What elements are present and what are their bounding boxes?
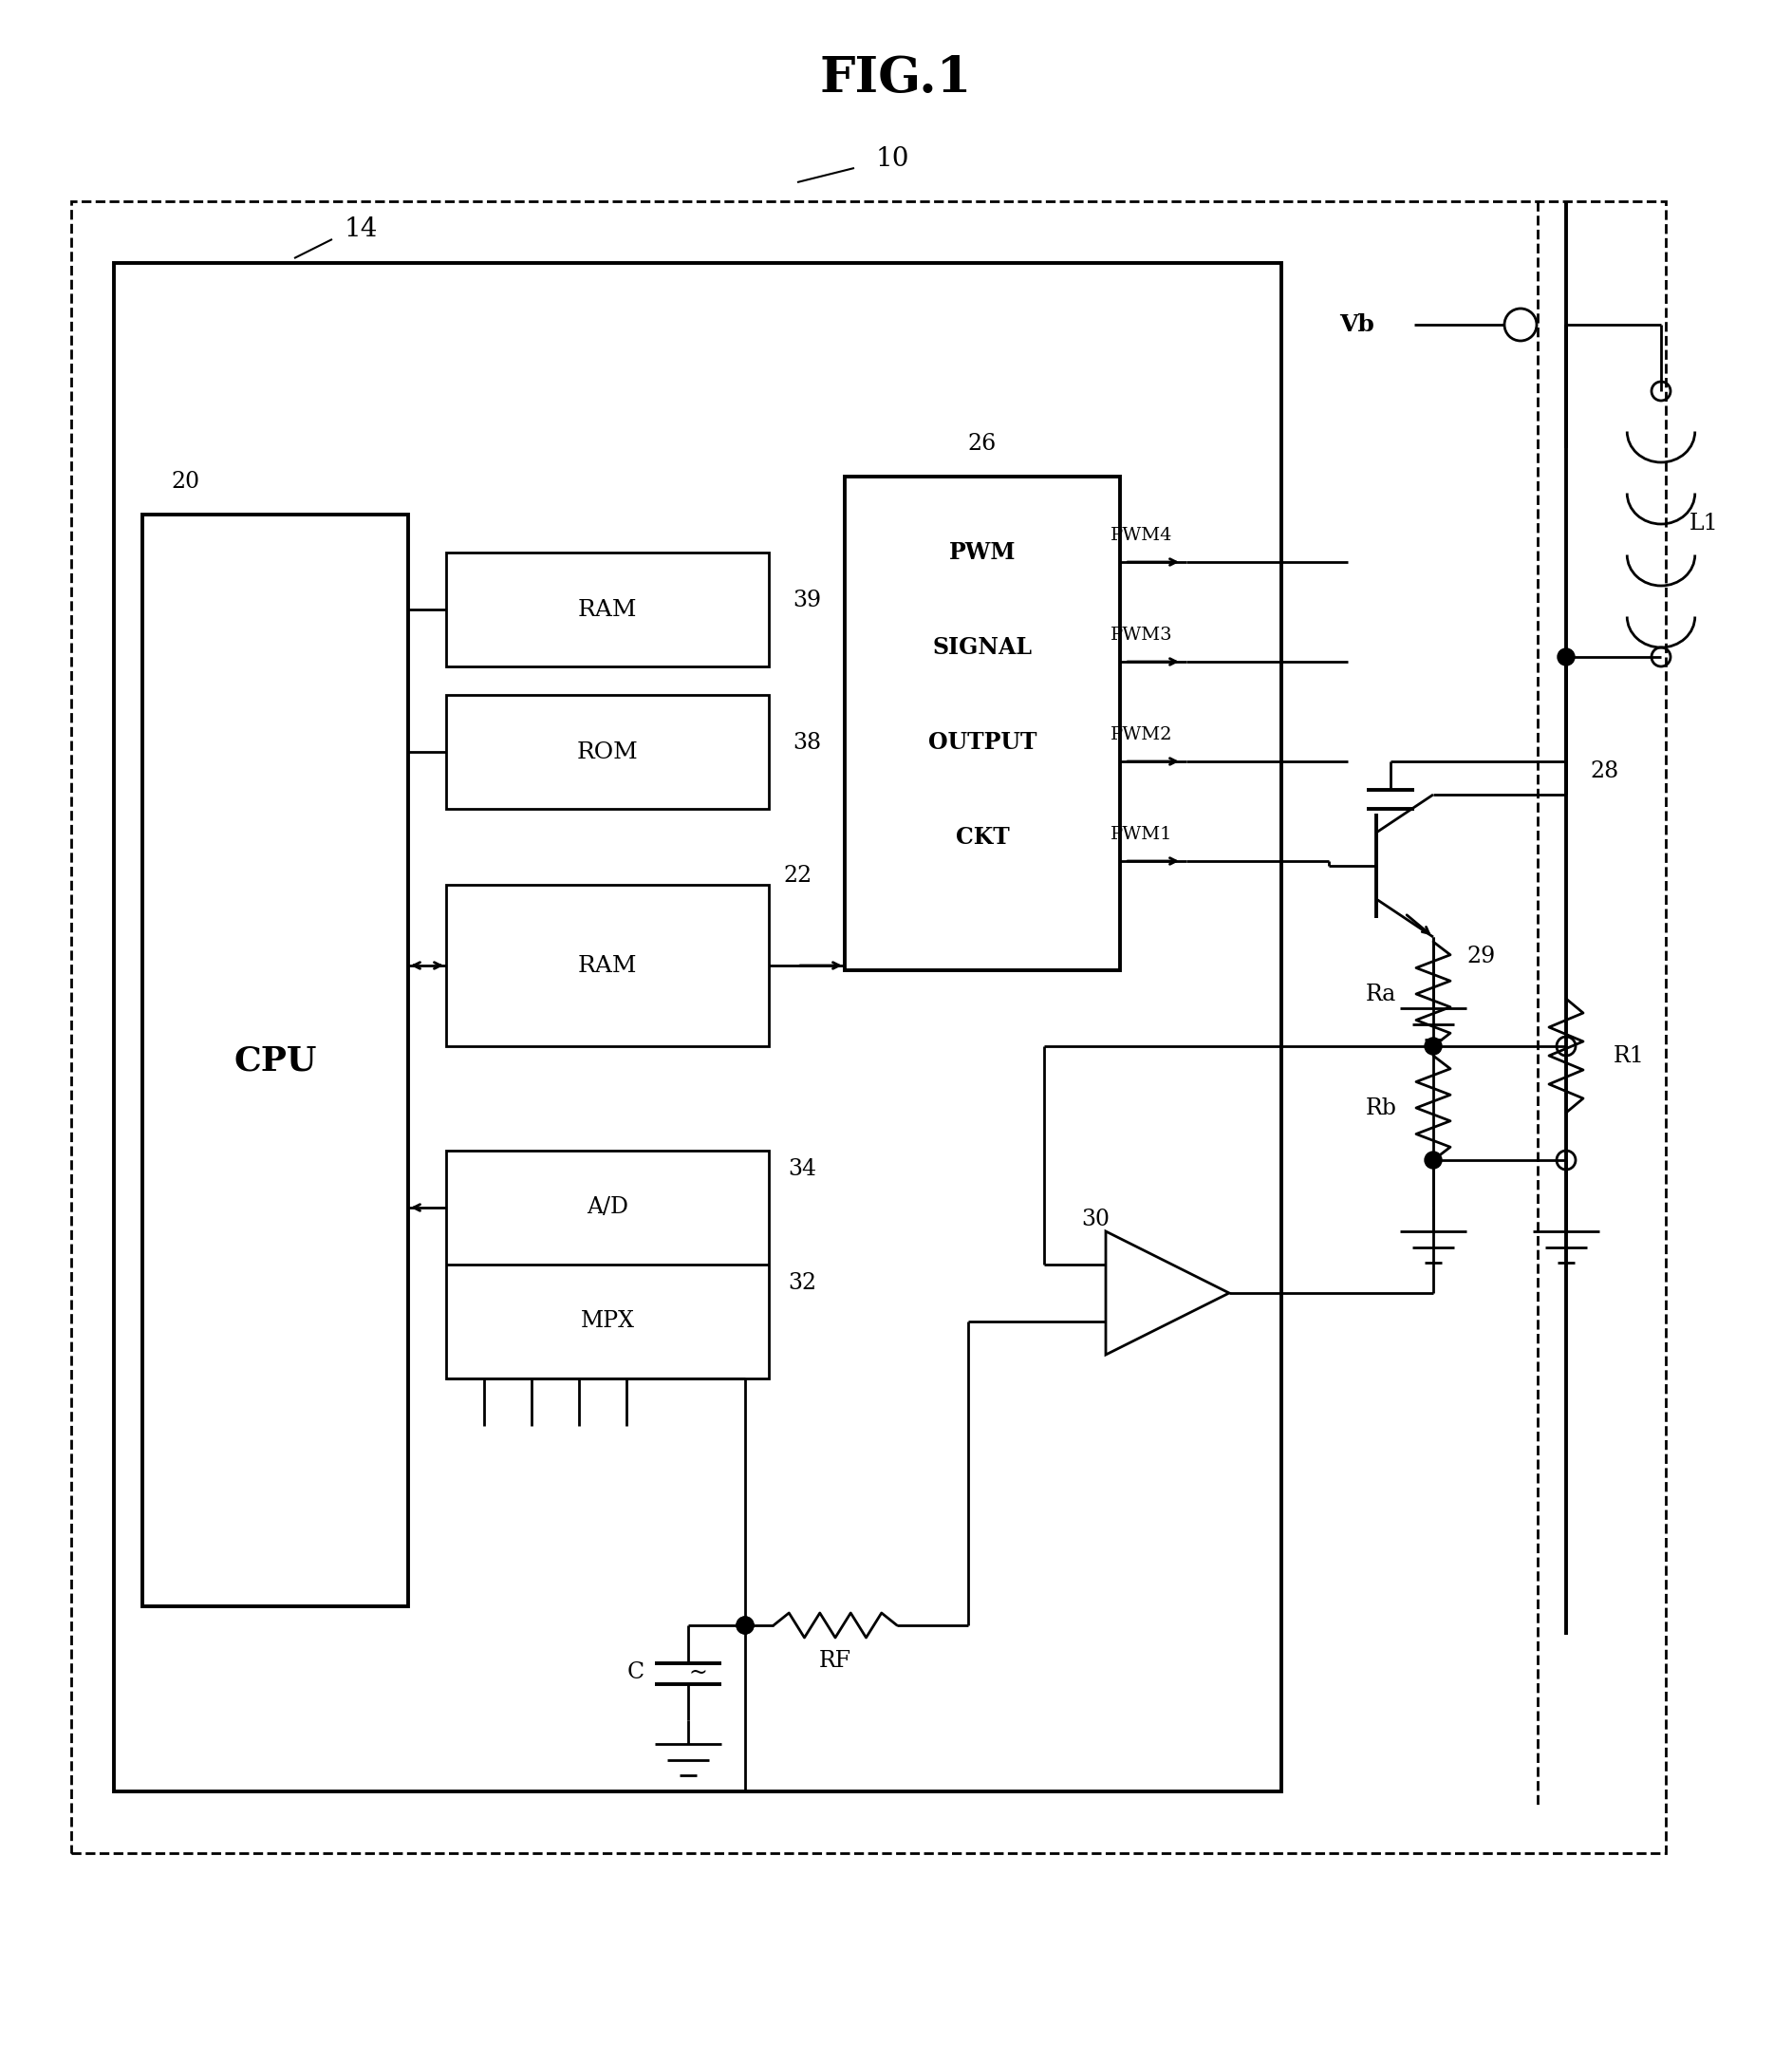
Bar xyxy=(142,516,409,1606)
Text: 14: 14 xyxy=(344,217,378,243)
Text: RF: RF xyxy=(819,1650,851,1672)
Bar xyxy=(446,885,769,1045)
Text: 30: 30 xyxy=(1081,1208,1109,1229)
Polygon shape xyxy=(1106,1231,1229,1355)
Text: RAM: RAM xyxy=(577,598,638,621)
Text: L1: L1 xyxy=(1690,513,1719,534)
Circle shape xyxy=(1425,1037,1443,1056)
Text: 39: 39 xyxy=(792,590,821,610)
Text: 34: 34 xyxy=(788,1159,817,1182)
Text: 20: 20 xyxy=(170,470,199,493)
Text: Rb: Rb xyxy=(1366,1097,1396,1120)
Text: CKT: CKT xyxy=(955,827,1009,850)
Text: CPU: CPU xyxy=(233,1043,317,1076)
Bar xyxy=(446,553,769,666)
Text: 29: 29 xyxy=(1466,944,1495,967)
Text: MPX: MPX xyxy=(581,1311,634,1332)
Text: PWM1: PWM1 xyxy=(1111,827,1172,843)
Text: C: C xyxy=(627,1662,645,1685)
Text: 26: 26 xyxy=(968,433,996,454)
Text: PWM3: PWM3 xyxy=(1111,627,1172,643)
Text: PWM: PWM xyxy=(950,540,1016,563)
Text: PWM2: PWM2 xyxy=(1111,726,1172,742)
Circle shape xyxy=(1557,647,1575,666)
Bar xyxy=(446,1151,769,1379)
Text: ~: ~ xyxy=(688,1662,708,1685)
Text: FIG.1: FIG.1 xyxy=(821,54,971,101)
Bar xyxy=(844,476,1120,971)
Circle shape xyxy=(737,1617,754,1633)
Text: SIGNAL: SIGNAL xyxy=(932,635,1032,660)
Text: 22: 22 xyxy=(783,864,812,887)
Text: Ra: Ra xyxy=(1366,984,1396,1004)
Circle shape xyxy=(1425,1151,1443,1169)
Text: OUTPUT: OUTPUT xyxy=(928,732,1038,755)
Text: ROM: ROM xyxy=(577,740,638,763)
Text: Vb: Vb xyxy=(1340,313,1374,336)
Text: 38: 38 xyxy=(792,732,821,753)
Text: R1: R1 xyxy=(1613,1045,1645,1066)
Text: 32: 32 xyxy=(788,1272,817,1295)
Text: 28: 28 xyxy=(1590,761,1618,781)
Text: 10: 10 xyxy=(874,146,909,171)
Bar xyxy=(115,264,1281,1792)
Text: A/D: A/D xyxy=(586,1196,629,1219)
Bar xyxy=(446,695,769,808)
Circle shape xyxy=(737,1617,754,1633)
Bar xyxy=(72,202,1667,1854)
Text: PWM4: PWM4 xyxy=(1111,528,1172,544)
Text: RAM: RAM xyxy=(577,955,638,977)
